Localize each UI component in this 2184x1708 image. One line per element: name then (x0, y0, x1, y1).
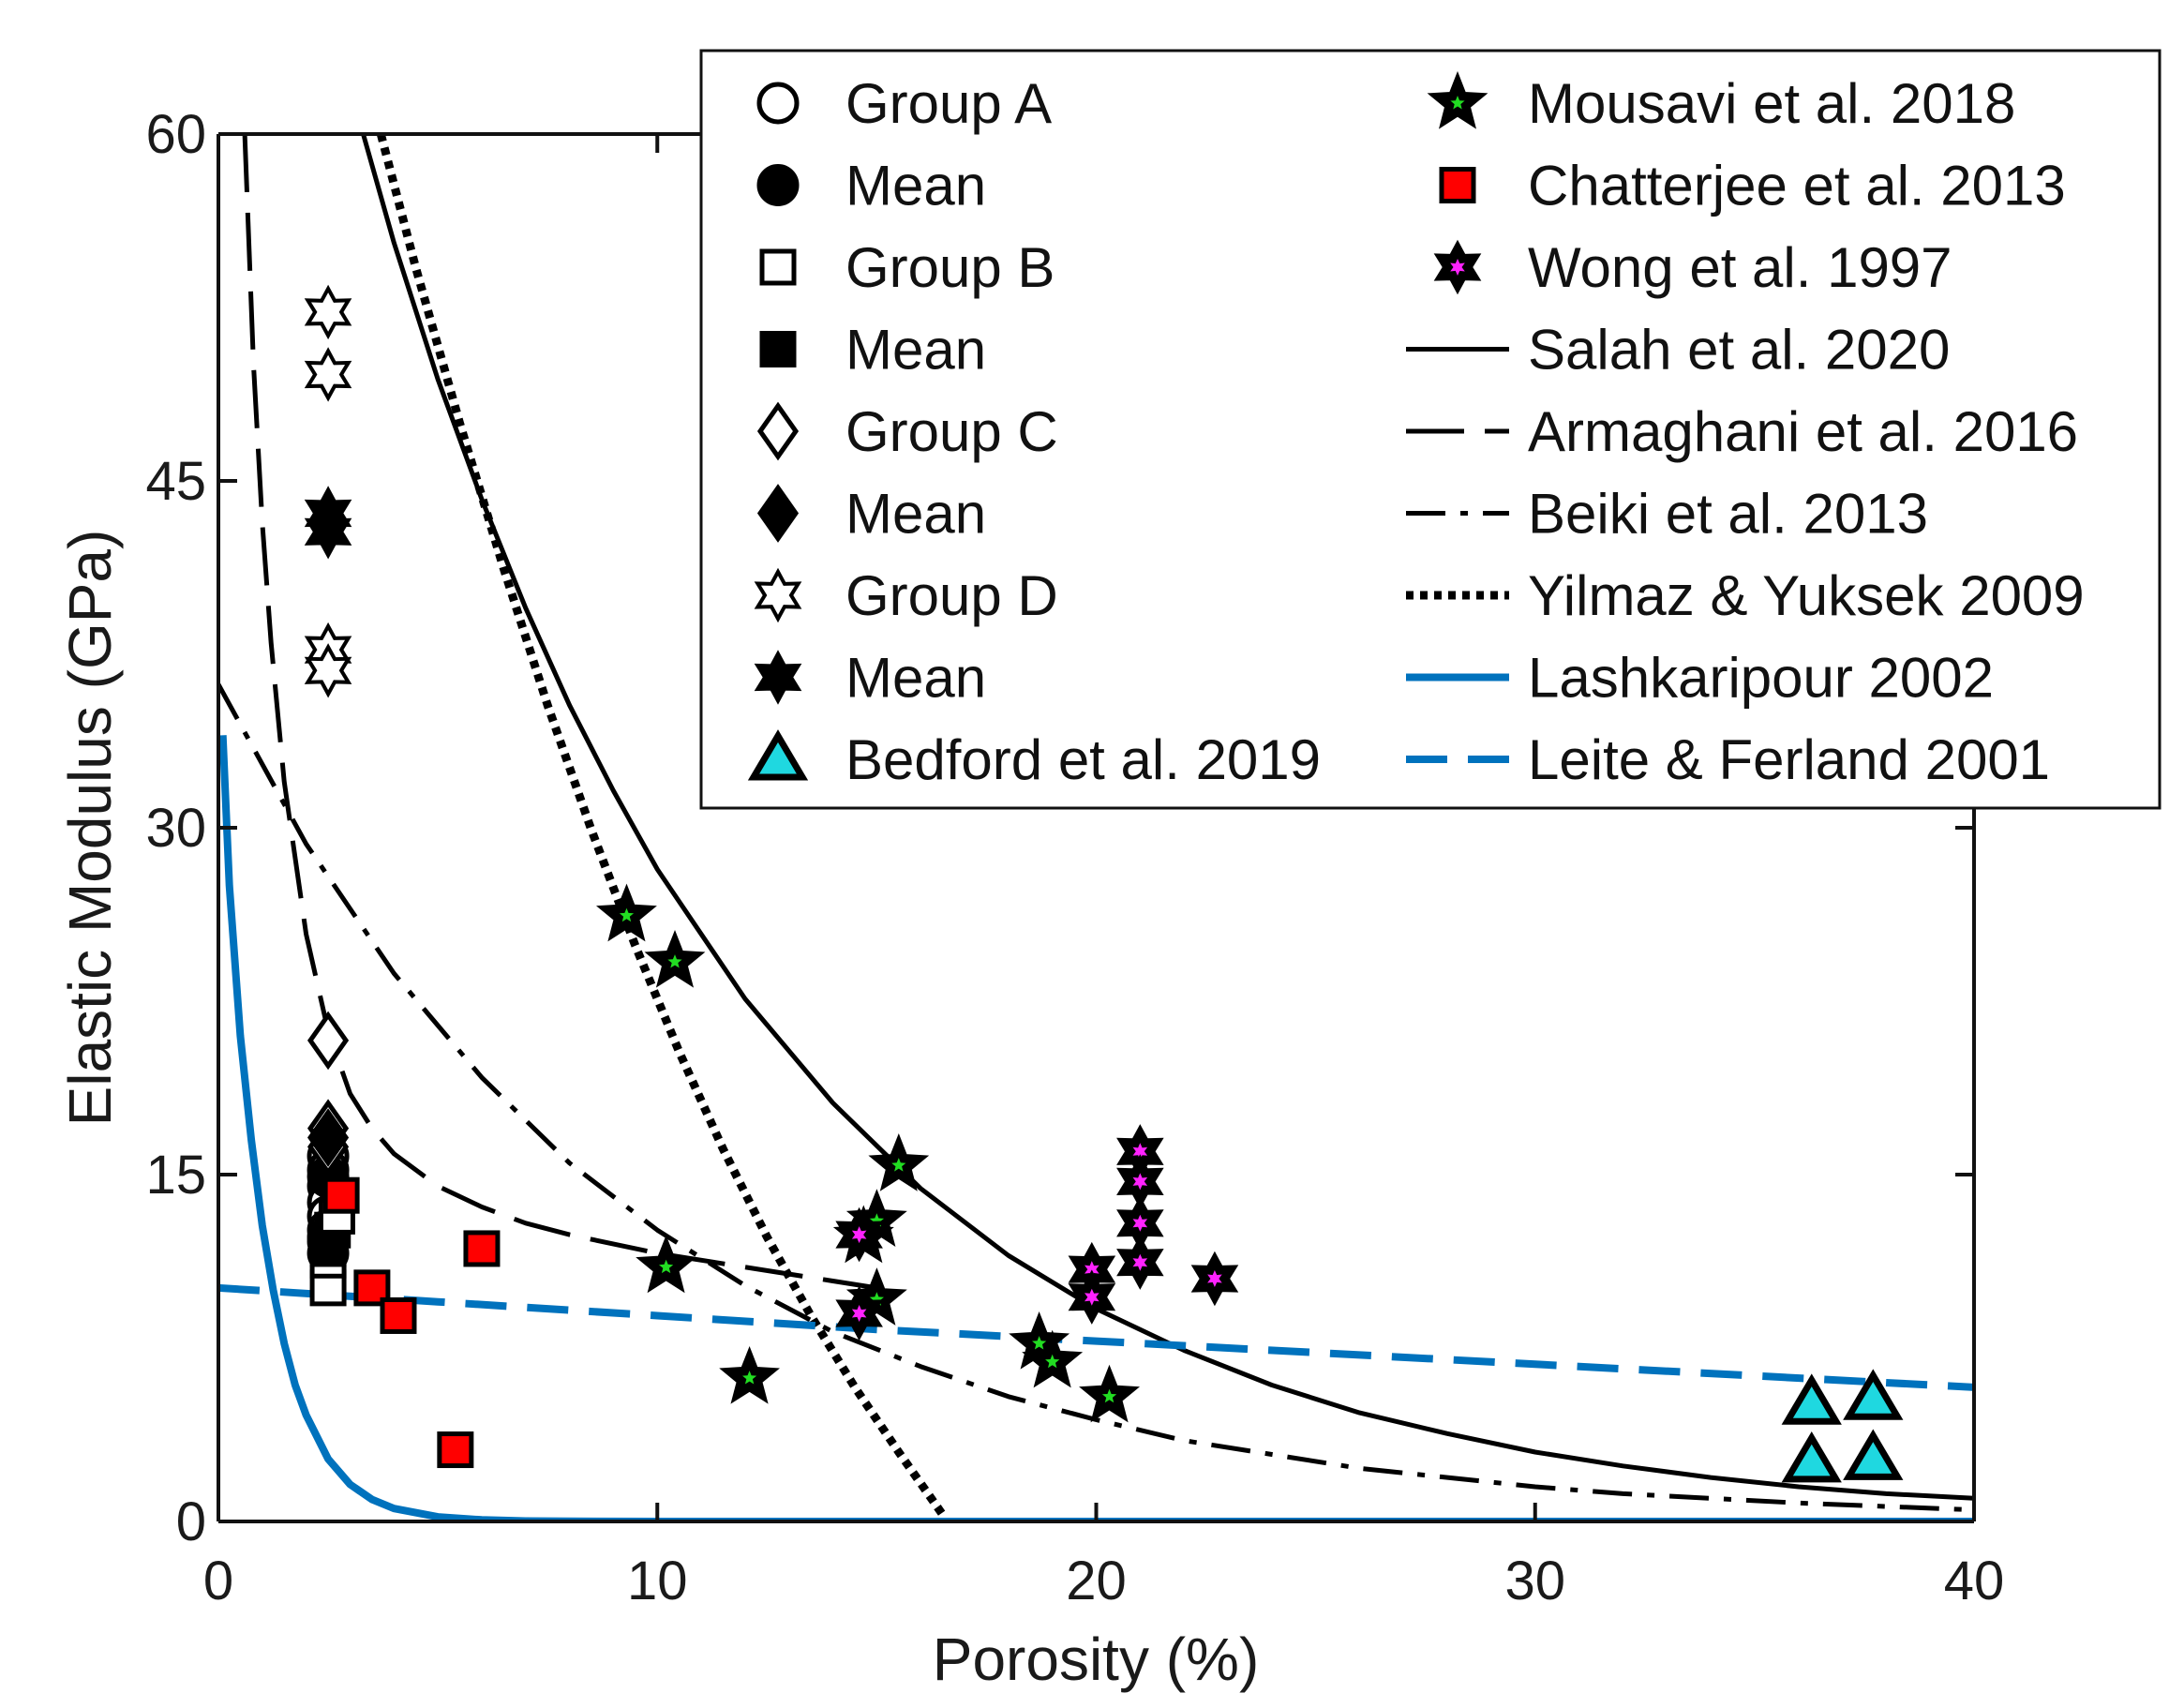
legend-symbol (754, 567, 802, 623)
legend-entry-salah-et-al-2020: Salah et al. 2020 (1406, 319, 1950, 382)
legend-entry-yilmaz-and-yuksek-2009: Yilmaz & Yuksek 2009 (1406, 564, 2085, 627)
point-mean-square-0 (309, 1230, 347, 1267)
point-bedford-et-al-2019-triangle-1 (1843, 1369, 1904, 1420)
point-bedford-et-al-2019-triangle-3 (1843, 1429, 1904, 1480)
legend-symbol (759, 331, 797, 367)
curve-salah-et-al-2020 (361, 134, 1974, 1501)
legend-symbol (756, 82, 800, 125)
legend-label: Yilmaz & Yuksek 2009 (1528, 564, 2085, 627)
legend-label: Leite & Ferland 2001 (1528, 728, 2050, 791)
legend-entry-group-c-diamond: Group C (756, 400, 1058, 463)
x-axis-title: Porosity (%) (933, 1626, 1260, 1693)
x-tick-label: 0 (203, 1551, 233, 1611)
legend-label: Lashkaripour 2002 (1528, 647, 1994, 710)
legend-label: Armaghani et al. 2016 (1528, 400, 2078, 463)
legend-label: Mean (845, 647, 986, 710)
legend-label: Chatterjee et al. 2013 (1528, 155, 2066, 217)
legend-label: Bedford et al. 2019 (845, 728, 1321, 791)
curve-yilmaz-and-yuksek-2009 (376, 134, 947, 1518)
legend-entry-bedford-et-al-2019-triangle: Bedford et al. 2019 (747, 728, 1321, 791)
point-mousavi-et-al-2018-star-6 (719, 1346, 780, 1404)
point-group-d-hexagram-1 (304, 347, 352, 402)
legend-symbol (1433, 239, 1482, 295)
point-mousavi-et-al-2018-star-9 (1079, 1364, 1141, 1423)
legend-entry-armaghani-et-al-2016: Armaghani et al. 2016 (1406, 400, 2078, 463)
y-tick-label: 45 (145, 451, 206, 512)
x-tick-label: 20 (1066, 1551, 1127, 1611)
legend-entry-beiki-et-al-2013: Beiki et al. 2013 (1406, 483, 1928, 546)
legend-label: Mean (845, 319, 986, 382)
point-bedford-et-al-2019-triangle-0 (1781, 1373, 1842, 1425)
legend-entry-group-d-hexagram: Group D (754, 564, 1058, 627)
legend-entry-mousavi-et-al-2018-star: Mousavi et al. 2018 (1427, 70, 2015, 135)
legend-symbol (754, 650, 802, 705)
y-tick-label: 0 (176, 1491, 206, 1552)
legend-symbol (1427, 70, 1488, 129)
legend-symbol (756, 401, 800, 461)
curve-lashkaripour-2002 (218, 735, 1974, 1521)
point-bedford-et-al-2019-triangle-2 (1781, 1431, 1842, 1483)
curve-beiki-et-al-2013 (218, 682, 1974, 1513)
point-wong-et-al-1997-hexagram-5 (1068, 1269, 1116, 1325)
legend-symbol (756, 484, 800, 543)
point-chatterjee-et-al-2013-square-4 (437, 1431, 474, 1469)
legend-label: Group A (845, 72, 1052, 135)
point-mousavi-et-al-2018-star-1 (644, 930, 706, 988)
point-wong-et-al-1997-hexagram-6 (1190, 1251, 1239, 1307)
x-tick-label: 40 (1944, 1551, 2005, 1611)
legend-entry-mean-hexagram: Mean (754, 647, 986, 710)
x-tick-label: 10 (627, 1551, 688, 1611)
legend-label: Group C (845, 400, 1058, 463)
y-tick-label: 30 (145, 798, 206, 859)
y-axis-title: Elastic Modulus (GPa) (56, 530, 124, 1127)
curves-layer (218, 134, 1974, 1521)
legend-entry-group-b-square: Group B (759, 236, 1055, 299)
legend-label: Mousavi et al. 2018 (1528, 72, 2015, 135)
ticks-layer: 0 10 20 30 40 0 15 30 45 60 (145, 104, 2004, 1611)
legend-entry-wong-et-al-1997-hexagram: Wong et al. 1997 (1433, 236, 1952, 299)
point-chatterjee-et-al-2013-square-3 (380, 1296, 417, 1334)
legend-entry-mean-diamond: Mean (756, 483, 986, 546)
legend-entry-lashkaripour-2002: Lashkaripour 2002 (1406, 647, 1994, 710)
point-group-d-hexagram-3 (304, 643, 352, 698)
legend-entry-mean-circle: Mean (756, 155, 986, 217)
legend-symbol (1439, 167, 1476, 203)
legend-entry-mean-square: Mean (759, 319, 986, 382)
y-tick-label: 15 (145, 1145, 206, 1206)
legend-label: Mean (845, 483, 986, 546)
legend-symbol (759, 248, 797, 286)
y-tick-label: 60 (145, 104, 206, 165)
point-group-d-hexagram-0 (304, 284, 352, 340)
x-tick-label: 30 (1504, 1551, 1565, 1611)
legend-entry-chatterjee-et-al-2013-square: Chatterjee et al. 2013 (1439, 155, 2066, 217)
legend-label: Group B (845, 236, 1055, 299)
markers-layer (304, 284, 1904, 1483)
point-mousavi-et-al-2018-star-0 (596, 883, 657, 942)
point-group-c-diamond-0 (307, 1011, 350, 1071)
legend-label: Mean (845, 155, 986, 217)
curve-leite-and-ferland-2001 (218, 1283, 1974, 1391)
legend-entry-group-a-circle: Group A (756, 72, 1052, 135)
point-mousavi-et-al-2018-star-2 (868, 1132, 930, 1191)
point-mousavi-et-al-2018-star-4 (636, 1235, 696, 1294)
point-mean-diamond-0 (307, 1108, 350, 1167)
point-mousavi-et-al-2018-star-8 (1022, 1329, 1084, 1388)
point-mean-hexagram-1 (304, 504, 352, 560)
legend-label: Beiki et al. 2013 (1528, 483, 1928, 546)
legend-label: Group D (845, 564, 1058, 627)
legend: Group A Mean Group B Mean Group C Mean Group D… (699, 49, 2162, 810)
point-wong-et-al-1997-hexagram-7 (835, 1206, 883, 1263)
legend-label: Wong et al. 1997 (1528, 236, 1952, 299)
legend-entry-leite-and-ferland-2001: Leite & Ferland 2001 (1406, 728, 2050, 791)
legend-label: Salah et al. 2020 (1528, 319, 1950, 382)
point-wong-et-al-1997-hexagram-3 (1116, 1235, 1164, 1290)
point-chatterjee-et-al-2013-square-1 (463, 1230, 501, 1267)
point-wong-et-al-1997-hexagram-8 (835, 1285, 883, 1341)
legend-symbol (747, 729, 809, 781)
legend-symbol (756, 164, 800, 206)
point-chatterjee-et-al-2013-square-0 (322, 1176, 360, 1214)
